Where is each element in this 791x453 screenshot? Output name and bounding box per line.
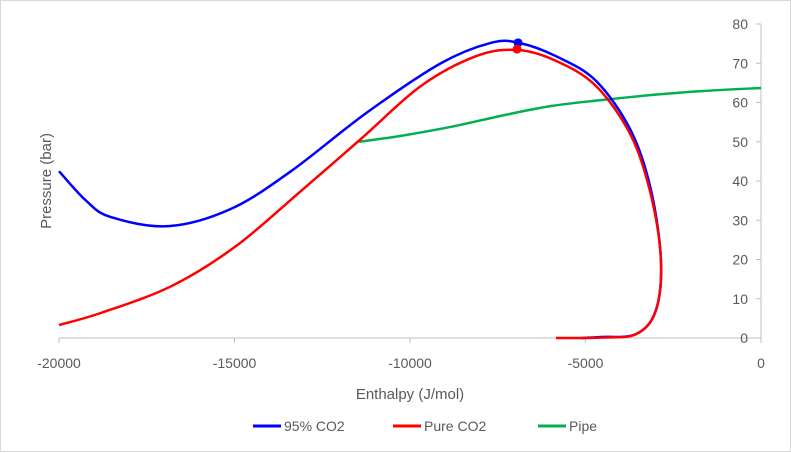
y-tick-label: 80 — [732, 16, 748, 32]
series-line-95-co2 — [58, 39, 663, 340]
y-tick-label: 30 — [732, 212, 748, 228]
y-tick-label: 20 — [732, 252, 748, 268]
x-axis-label: Enthalpy (J/mol) — [356, 386, 464, 403]
legend-label: Pipe — [569, 418, 597, 434]
legend-label: 95% CO2 — [284, 418, 345, 434]
y-tick-label: 60 — [732, 95, 748, 111]
y-axis-label: Pressure (bar) — [38, 133, 55, 229]
y-tick-label: 70 — [732, 55, 748, 71]
y-tick-label: 40 — [732, 173, 748, 189]
y-tick-label: 10 — [732, 291, 748, 307]
series-line-pipe — [358, 86, 762, 143]
y-tick-label: 50 — [732, 134, 748, 150]
series-line-pure-co2 — [58, 48, 663, 340]
x-tick-label: -10000 — [388, 355, 432, 371]
legend-label: Pure CO2 — [424, 418, 486, 434]
y-tick-label: 0 — [740, 330, 748, 346]
legend: 95% CO2 Pure CO2 Pipe — [253, 418, 597, 434]
axes: -20000 -15000 -10000 -5000 00 10 20 30 40 50 60 70 8… — [37, 16, 765, 371]
x-tick-label: -20000 — [37, 355, 81, 371]
critical-point-marker — [512, 44, 522, 54]
x-tick-label: 0 — [757, 355, 765, 371]
x-tick-label: -15000 — [213, 355, 257, 371]
x-tick-label: -5000 — [568, 355, 604, 371]
series-layer — [58, 38, 762, 340]
